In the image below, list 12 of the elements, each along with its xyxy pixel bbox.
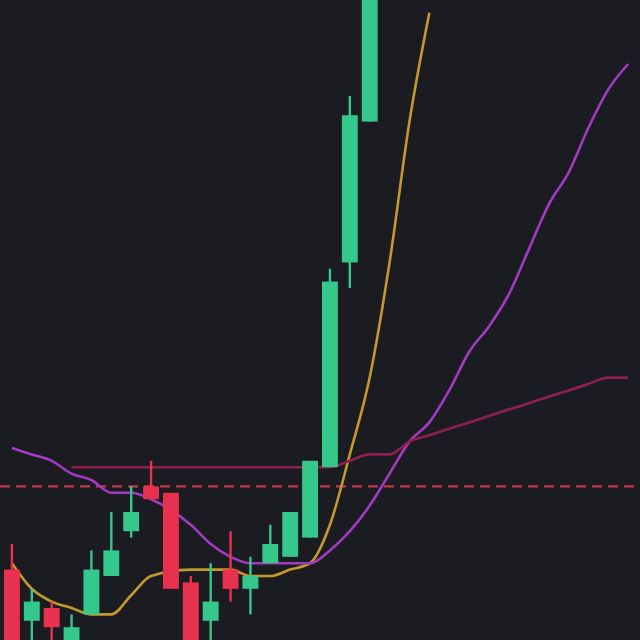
- candlestick: [202, 562, 219, 640]
- candlestick: [242, 555, 259, 616]
- candlestick: [282, 510, 299, 558]
- candlestick: [123, 485, 140, 539]
- candlestick: [43, 600, 60, 640]
- candlestick: [143, 459, 160, 501]
- candlestick: [63, 613, 80, 640]
- candlestick: [103, 510, 120, 578]
- candlestick: [23, 587, 40, 640]
- candlestick: [83, 549, 100, 616]
- candlestick: [222, 530, 239, 603]
- candlestick: [262, 523, 279, 565]
